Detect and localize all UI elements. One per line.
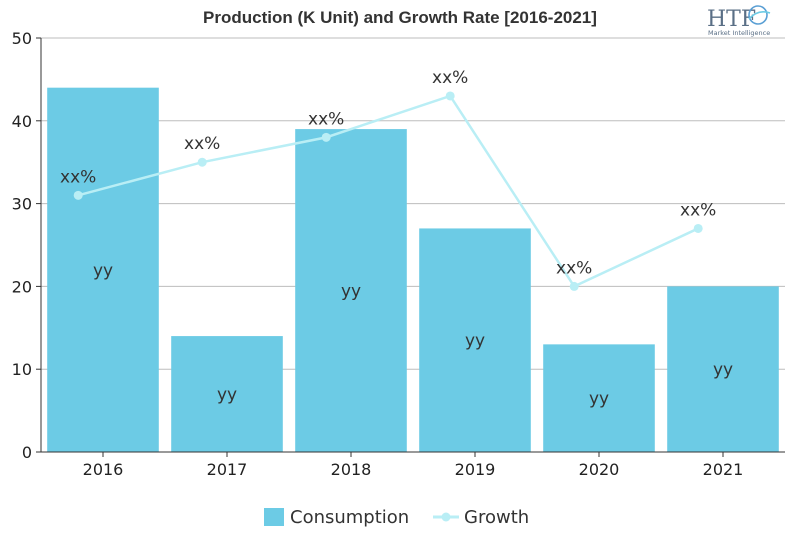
x-tick-label: 2020 [579, 460, 620, 479]
y-tick-label: 0 [22, 443, 32, 462]
htf-logo: HTF Market Intelligence [707, 5, 771, 37]
consumption-bar [171, 336, 283, 452]
consumption-bar [419, 228, 531, 452]
legend-consumption-swatch [264, 508, 284, 526]
x-tick-label: 2016 [83, 460, 124, 479]
legend-consumption-label: Consumption [290, 507, 409, 528]
growth-line [77, 94, 699, 288]
growth-point [445, 91, 455, 101]
bar-value-label: yy [217, 385, 237, 405]
logo-subtitle: Market Intelligence [708, 29, 770, 37]
x-tick-label: 2018 [331, 460, 372, 479]
consumption-bar [667, 286, 779, 452]
growth-point [321, 132, 331, 142]
x-tick-label: 2019 [455, 460, 496, 479]
legend-growth-marker [441, 512, 451, 522]
growth-value-label: xx% [556, 258, 592, 278]
consumption-bar [543, 344, 655, 452]
growth-value-label: xx% [308, 109, 344, 129]
x-tick-label: 2021 [703, 460, 744, 479]
growth-point [197, 157, 207, 167]
chart-title: Production (K Unit) and Growth Rate [201… [203, 8, 597, 27]
bar-value-label: yy [341, 282, 361, 302]
growth-point [693, 223, 703, 233]
consumption-bar [47, 87, 159, 453]
logo-text: HTF [707, 7, 756, 32]
growth-value-label: xx% [184, 134, 220, 154]
legend-growth-label: Growth [464, 507, 529, 528]
y-tick-label: 20 [12, 277, 32, 296]
growth-value-label: xx% [680, 200, 716, 220]
growth-point [73, 190, 83, 200]
growth-point [569, 281, 579, 291]
logo-swoosh-icon [748, 11, 771, 20]
y-tick-label: 50 [12, 29, 32, 48]
x-tick-label: 2017 [207, 460, 248, 479]
bar-value-label: yy [465, 331, 485, 351]
y-tick-label: 30 [12, 195, 32, 214]
bar-value-label: yy [93, 261, 113, 281]
bar-value-label: yy [589, 389, 609, 409]
logo-globe-icon [748, 5, 768, 25]
growth-value-label: xx% [60, 167, 96, 187]
consumption-bar [295, 129, 407, 452]
y-tick-label: 10 [12, 360, 32, 379]
y-tick-label: 40 [12, 112, 32, 131]
bar-value-label: yy [713, 360, 733, 380]
growth-value-label: xx% [432, 68, 468, 88]
